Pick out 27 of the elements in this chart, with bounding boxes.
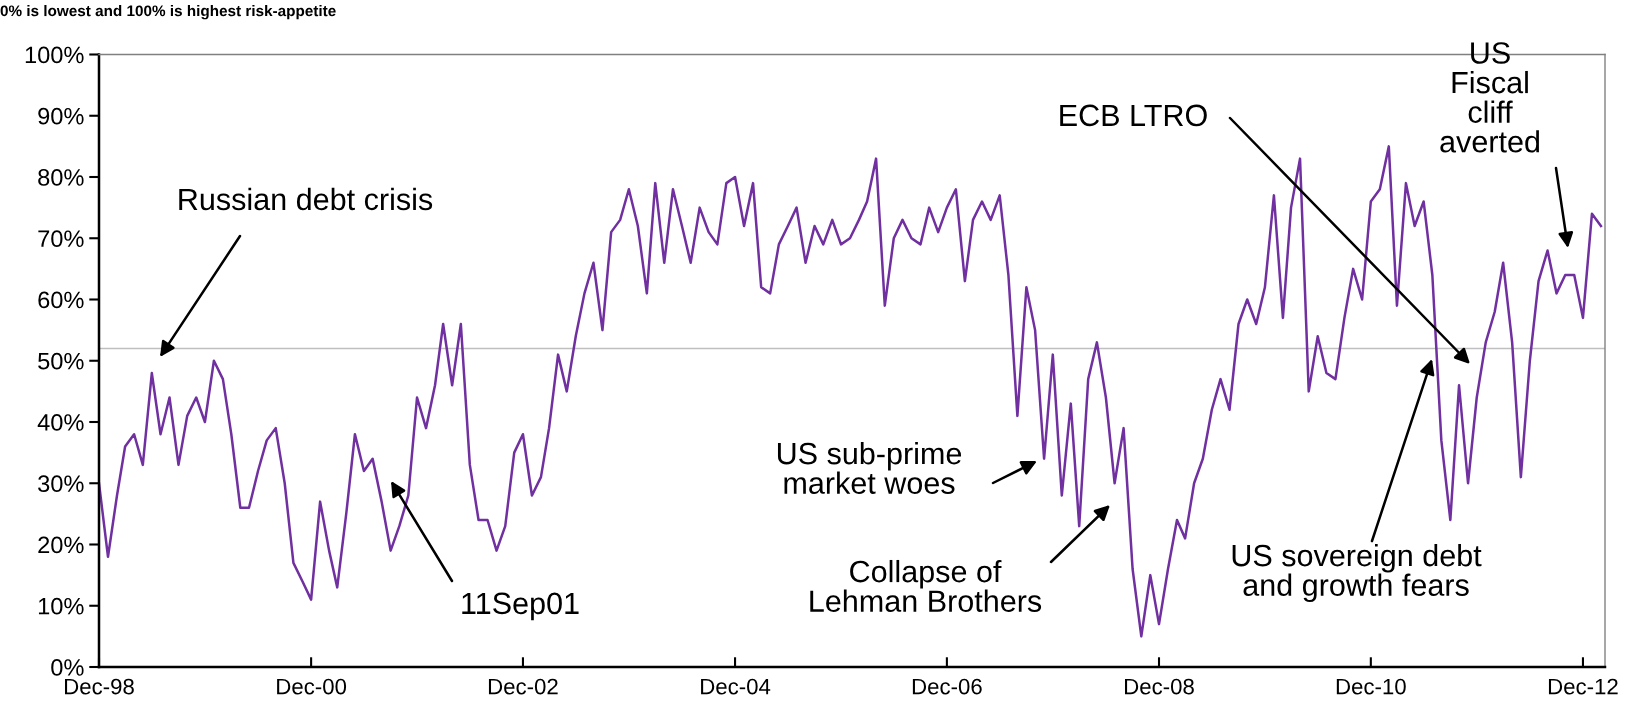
y-tick-label: 40% bbox=[37, 414, 84, 431]
annotation: US sub-prime market woes bbox=[777, 441, 962, 494]
y-tick-label: 90% bbox=[38, 107, 84, 125]
x-tick-label: Dec-98 bbox=[65, 678, 134, 695]
x-tick-label: Dec-04 bbox=[701, 678, 771, 695]
x-tick-label: Dec-10 bbox=[1336, 678, 1406, 695]
chart-title: 0% is lowest and 100% is highest risk-appetite bbox=[0, 5, 336, 20]
y-tick-label: 0% bbox=[51, 659, 84, 676]
annotation: Russian debt crisis bbox=[179, 187, 433, 211]
y-tick-label: 100% bbox=[25, 46, 84, 64]
x-tick-label: Dec-12 bbox=[1548, 678, 1618, 695]
annotation: ECB LTRO bbox=[1060, 104, 1207, 127]
x-tick-label: Dec-02 bbox=[488, 678, 558, 695]
y-tick-label: 30% bbox=[38, 475, 84, 493]
annotation: 11Sep01 bbox=[462, 592, 579, 621]
annotation: Collapse of Lehman Brothers bbox=[810, 559, 1042, 612]
annotation: US Fiscal cliff averted bbox=[1440, 42, 1539, 153]
y-tick-label: 50% bbox=[38, 352, 84, 370]
y-tick-label: 60% bbox=[38, 291, 84, 309]
annotation: US sovereign debt and growth fears bbox=[1232, 543, 1482, 603]
y-tick-label: 20% bbox=[38, 536, 84, 554]
x-tick-label: Dec-00 bbox=[277, 678, 347, 695]
y-tick-label: 70% bbox=[38, 230, 84, 248]
y-tick-label: 80% bbox=[38, 169, 84, 186]
x-tick-label: Dec-06 bbox=[912, 678, 982, 695]
x-tick-label: Dec-08 bbox=[1125, 678, 1194, 695]
y-tick-label: 10% bbox=[38, 597, 84, 615]
